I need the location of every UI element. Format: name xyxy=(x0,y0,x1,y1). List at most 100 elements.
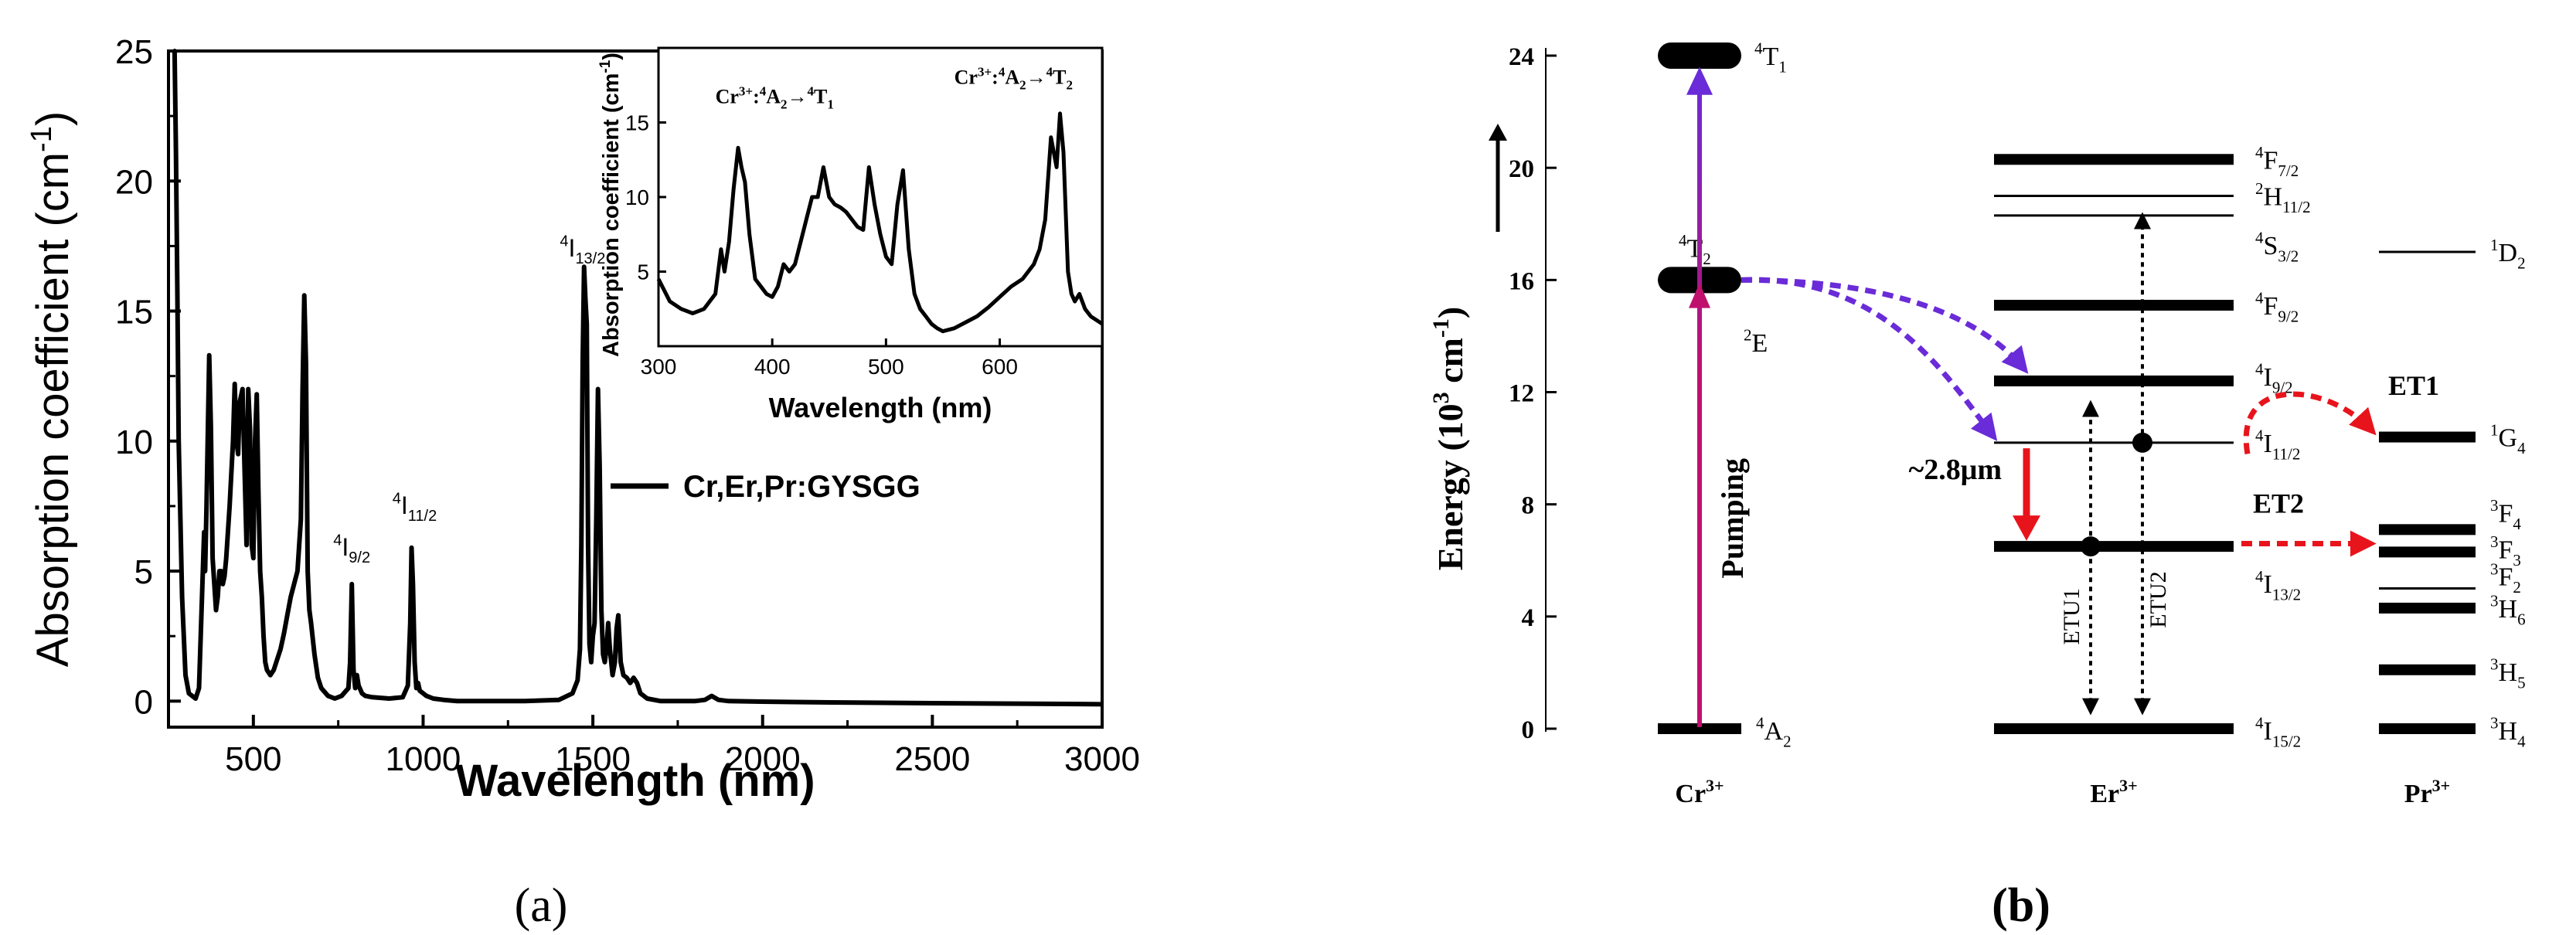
term-base: A xyxy=(1764,717,1784,746)
term-sub: 11/2 xyxy=(2282,198,2311,216)
pump-arrow-head-mid xyxy=(1689,282,1710,308)
energy-tick-label: 16 xyxy=(1509,267,1534,295)
colon: : xyxy=(753,85,760,107)
energy-title-main: Energy (10 xyxy=(1431,403,1470,570)
level-cr-T1 xyxy=(1658,42,1741,69)
level-label-er-3: 4I9/2 xyxy=(2255,360,2293,397)
inset-transition-label-1: Cr3+:4A2→4T2 xyxy=(955,64,1073,92)
level-label-er-1: 4I13/2 xyxy=(2255,567,2301,604)
term-sup: 4 xyxy=(2255,427,2264,445)
level-pr-H4 xyxy=(2379,723,2476,734)
level-label-er-0: 4I15/2 xyxy=(2255,714,2301,751)
level-label-er-5: 4S3/2 xyxy=(2255,229,2299,266)
inset-chart: 300 400 500 600 5 10 15 Wavelength (nm) Absorpti… xyxy=(597,46,1104,423)
term-base: H xyxy=(2264,182,2283,211)
level-er-F9/2 xyxy=(1994,299,2234,311)
energy-tick-label: 4 xyxy=(1522,604,1535,632)
from-sup: 4 xyxy=(999,64,1006,79)
term-base: F xyxy=(2264,292,2278,321)
inset-y-title-main: Absorption coefficient (cm xyxy=(599,73,624,357)
term-sub: 5 xyxy=(2517,673,2526,692)
nonrad-curve-to-i112 xyxy=(1741,277,1998,441)
term-base: F xyxy=(2264,146,2278,175)
term-sup: 3 xyxy=(2490,714,2499,733)
level-label-pr-0: 3H4 xyxy=(2490,714,2526,751)
legend-label: Cr,Er,Pr:GYSGG xyxy=(683,470,920,504)
series-line-main xyxy=(172,49,1103,707)
inset-y-tick-label: 5 xyxy=(637,260,649,284)
term-sup: 4 xyxy=(2255,360,2264,379)
term-base: I xyxy=(569,234,576,262)
inset-y-title-sup: -1 xyxy=(597,60,614,73)
to-sup: 4 xyxy=(1046,64,1053,79)
etu2-text: ETU2 xyxy=(2146,571,2171,627)
level-pr-F3 xyxy=(2379,546,2476,558)
inset-y-axis-title: Absorption coefficient (cm-1) xyxy=(597,53,624,357)
level-label-pr-6: 1G4 xyxy=(2490,420,2526,457)
term-base: I xyxy=(401,491,408,519)
term-sub: 15/2 xyxy=(2272,733,2301,751)
energy-tick-label: 0 xyxy=(1522,716,1535,744)
level-label-cr-2: 2E xyxy=(1744,326,1768,358)
term-sup: 3 xyxy=(2490,592,2499,610)
etu2-dot xyxy=(2132,432,2152,453)
term-sup: 3 xyxy=(2490,532,2499,551)
etu1-dot xyxy=(2081,536,2101,557)
inset-y-tick-label: 10 xyxy=(625,185,649,209)
panel-a: 500 1000 1500 2000 2500 30000510152025Wavelen… xyxy=(26,33,1140,932)
from-base: A xyxy=(766,85,781,107)
level-er-I13/2 xyxy=(1994,541,2234,552)
peak-label-2: 4I13/2 xyxy=(560,233,605,267)
y-tick-label: 25 xyxy=(115,33,153,71)
term-sub: 9/2 xyxy=(2278,308,2299,326)
y-title-sup: -1 xyxy=(26,126,58,152)
term-sub: 4 xyxy=(2517,733,2526,751)
term-base: E xyxy=(1752,329,1768,358)
term-sup: 4 xyxy=(1679,231,1687,250)
term-base: F xyxy=(2499,499,2513,528)
term-sup: 4 xyxy=(333,532,342,549)
term-sub: 2 xyxy=(1783,733,1792,751)
term-base: I xyxy=(2264,570,2272,599)
inset-y-title-close: ) xyxy=(599,53,624,60)
ion-name: Er xyxy=(2090,780,2119,808)
level-label-er-4: 4F9/2 xyxy=(2255,289,2299,326)
level-er-I15/2 xyxy=(1994,723,2234,734)
ion-charge: 3+ xyxy=(978,64,992,79)
level-label-pr-5: 3F4 xyxy=(2490,496,2521,533)
term-base: F xyxy=(2499,563,2513,592)
level-pr-G4 xyxy=(2379,431,2476,443)
term-sup: 3 xyxy=(2490,559,2499,578)
term-sub: 11/2 xyxy=(2272,444,2301,463)
term-sub: 3/2 xyxy=(2278,246,2299,265)
inset-y-tick-label: 15 xyxy=(625,111,649,135)
x-tick-label: 2500 xyxy=(894,740,970,778)
from-sub: 2 xyxy=(1019,77,1026,92)
level-label-pr-7: 1D2 xyxy=(2490,236,2526,273)
et1-curve xyxy=(2243,391,2377,454)
term-sup: 4 xyxy=(2255,229,2264,247)
term-sub: 13/2 xyxy=(575,250,605,267)
inset-x-tick-label: 500 xyxy=(868,355,904,379)
level-label-er-6: 2H11/2 xyxy=(2255,179,2311,216)
term-base: T xyxy=(1763,42,1779,71)
x-tick-label: 3000 xyxy=(1064,740,1140,778)
level-pr-H6 xyxy=(2379,602,2476,614)
term-sub: 13/2 xyxy=(2272,586,2301,604)
level-pr-H5 xyxy=(2379,664,2476,675)
ion-charge: 3+ xyxy=(2432,776,2451,795)
ion: Cr xyxy=(716,85,739,107)
y-tick-label: 20 xyxy=(115,163,153,201)
etu2-label: ETU2 xyxy=(2146,571,2171,627)
energy-tick-label: 12 xyxy=(1509,380,1534,408)
level-label-er-7: 4F7/2 xyxy=(2255,143,2299,180)
x-tick-label: 1000 xyxy=(386,740,461,778)
ion-charge: 3+ xyxy=(2119,776,2138,795)
term-sub: 9/2 xyxy=(2272,379,2293,397)
peak-label-1: 4I11/2 xyxy=(393,491,437,525)
term-sup: 2 xyxy=(1744,326,1752,345)
term-sub: 4 xyxy=(2513,515,2521,533)
energy-tick-label: 8 xyxy=(1522,492,1535,520)
term-sub: 1 xyxy=(1778,58,1787,76)
ion: Cr xyxy=(955,66,978,88)
